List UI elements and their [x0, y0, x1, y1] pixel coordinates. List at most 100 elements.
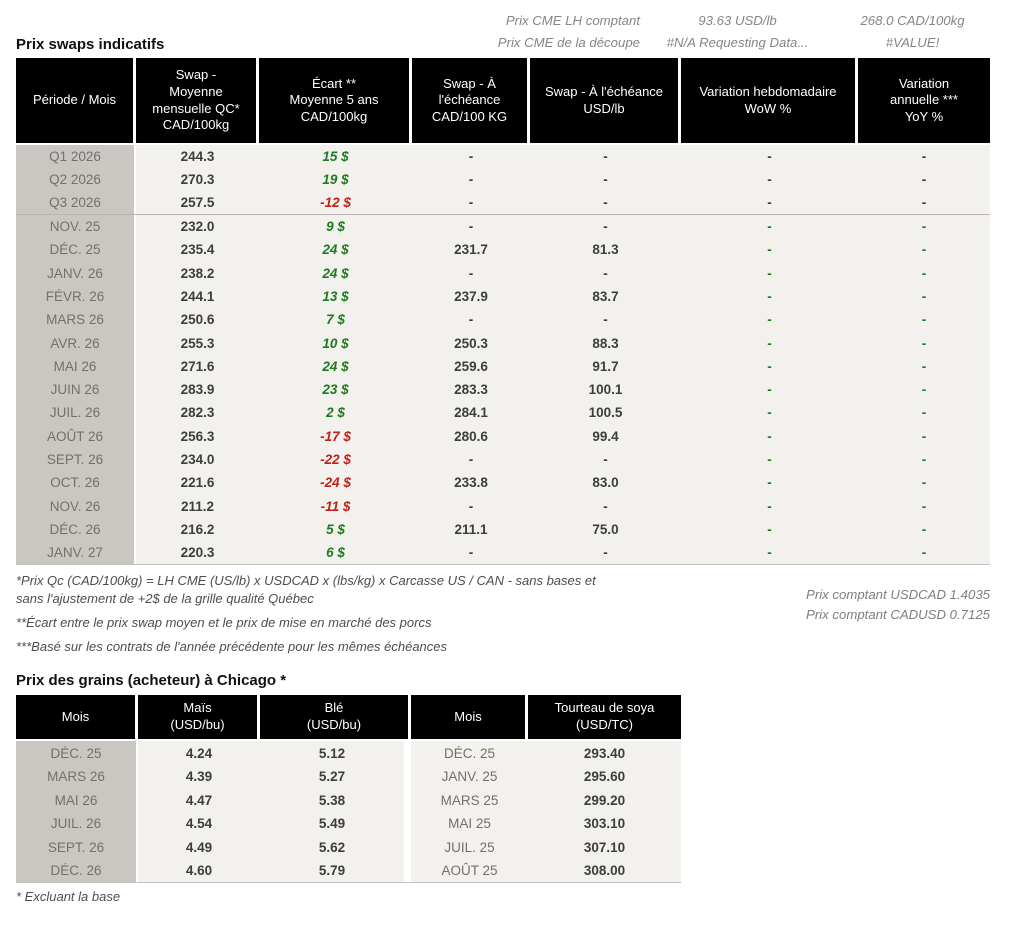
cell: 4.24: [138, 741, 260, 765]
cell: 244.1: [136, 284, 259, 309]
cell: 100.5: [530, 401, 681, 425]
cell: -: [858, 191, 990, 214]
cell: 4.39: [138, 764, 260, 789]
cell: -: [681, 377, 858, 402]
cell: -: [412, 168, 530, 192]
table-row: Q2 2026 270.3 19 $ - - - -: [16, 168, 990, 192]
column-header-corn: Maïs (USD/bu): [138, 695, 260, 740]
footnote-price-formula: *Prix Qc (CAD/100kg) = LH CME (US/lb) x …: [16, 573, 596, 607]
cell: 99.4: [530, 424, 681, 448]
cme-lh-spot-label: Prix CME LH comptant: [505, 13, 640, 28]
cell: DÉC. 25: [16, 741, 138, 765]
cell: -: [858, 214, 990, 239]
column-header-period: Période / Mois: [16, 58, 136, 143]
cell: JUIL. 26: [16, 401, 136, 425]
column-header-month-left: Mois: [16, 695, 138, 740]
cell: 220.3: [136, 541, 259, 565]
cell: 4.60: [138, 858, 260, 883]
table-row: DÉC. 26 4.60 5.79 AOÛT 25 308.00: [16, 858, 681, 883]
swaps-table-title: Prix swaps indicatifs: [16, 36, 165, 53]
cell: 211.1: [412, 517, 530, 542]
cell: 283.3: [412, 377, 530, 402]
cell: 271.6: [136, 354, 259, 378]
cell: -: [681, 308, 858, 332]
footnote-base-exclusion: * Excluant la base: [16, 889, 121, 905]
table-row: SEPT. 26 4.49 5.62 JUIL. 25 307.10: [16, 835, 681, 859]
cell: -: [681, 331, 858, 355]
cell: Q3 2026: [16, 191, 136, 214]
cell: -: [858, 517, 990, 542]
grains-table-body: DÉC. 25 4.24 5.12 DÉC. 25 293.40 MARS 26 4.39 5…: [16, 741, 681, 884]
pork-swaps-report: Prix swaps indicatifs Prix CME LH compta…: [0, 10, 1024, 904]
cell: 231.7: [412, 238, 530, 262]
cell: 9 $: [259, 214, 412, 239]
cell: MARS 26: [16, 764, 138, 789]
cell: -: [681, 401, 858, 425]
cell: -: [681, 284, 858, 309]
cell: JUIN 26: [16, 377, 136, 402]
cell: MAI 26: [16, 354, 136, 378]
cme-spot-row: Prix CME LH comptant 93.63 USD/lb 268.0 …: [470, 10, 990, 32]
cell: -: [681, 145, 858, 169]
cell: -: [858, 145, 990, 169]
cell: 4.49: [138, 835, 260, 859]
table-row: DÉC. 25 235.4 24 $231.7 81.3- -: [16, 238, 990, 262]
cell: 237.9: [412, 284, 530, 309]
cell: 299.20: [528, 788, 681, 812]
grains-table-title: Prix des grains (acheteur) à Chicago *: [16, 672, 287, 690]
footnotes: *Prix Qc (CAD/100kg) = LH CME (US/lb) x …: [16, 572, 706, 656]
cell: 24 $: [259, 261, 412, 285]
cell: 295.60: [528, 764, 681, 789]
cell: Q1 2026: [16, 145, 136, 169]
column-header-swap-usd: Swap - À l'échéance USD/lb: [530, 58, 681, 143]
cell: SEPT. 26: [16, 835, 138, 859]
cell: -: [858, 168, 990, 192]
table-row: Q3 2026 257.5 -12 $ - - - -: [16, 191, 990, 215]
table-row: MARS 26 250.6 7 $ - - - -: [16, 308, 990, 332]
cell: 256.3: [136, 424, 259, 448]
cell: -: [681, 214, 858, 239]
cell: OCT. 26: [16, 471, 136, 495]
cell: 5.27: [260, 764, 411, 789]
cell: AOÛT 26: [16, 424, 136, 448]
cell: -: [681, 191, 858, 214]
table-row: MARS 26 4.39 5.27 JANV. 25 295.60: [16, 764, 681, 789]
cell: AOÛT 25: [411, 858, 528, 883]
cell: -: [530, 494, 681, 518]
cell: -: [858, 541, 990, 565]
cell: NOV. 25: [16, 214, 136, 239]
swaps-table-body: Q1 2026 244.3 15 $ - - - - Q2 2026 270.3 19 $ - - - -…: [16, 145, 990, 566]
cell: DÉC. 26: [16, 517, 136, 542]
cell: -22 $: [259, 447, 412, 472]
table-row: JANV. 26 238.2 24 $ - - - -: [16, 261, 990, 285]
cme-cutout-row: Prix CME de la découpe #N/A Requesting D…: [470, 32, 990, 54]
cell: -: [530, 308, 681, 332]
cell: DÉC. 25: [411, 741, 528, 765]
notes-section: *Prix Qc (CAD/100kg) = LH CME (US/lb) x …: [16, 572, 990, 656]
cell: 5.79: [260, 858, 411, 883]
cell: -: [412, 214, 530, 239]
cell: -12 $: [259, 191, 412, 214]
cell: -: [681, 354, 858, 378]
cell: 255.3: [136, 331, 259, 355]
column-header-soymeal: Tourteau de soya (USD/TC): [528, 695, 681, 740]
cell: -: [530, 447, 681, 472]
cell: 13 $: [259, 284, 412, 309]
footnote-ecart: **Écart entre le prix swap moyen et le p…: [16, 615, 432, 631]
cell: 259.6: [412, 354, 530, 378]
cme-spot-info: Prix CME LH comptant 93.63 USD/lb 268.0 …: [470, 10, 990, 54]
cell: DÉC. 25: [16, 238, 136, 262]
grains-table: Mois Maïs (USD/bu) Blé (USD/bu) Mois Tou…: [16, 695, 681, 884]
cell: 238.2: [136, 261, 259, 285]
cell: 4.54: [138, 811, 260, 836]
cell: 5.49: [260, 811, 411, 836]
cell: 250.6: [136, 308, 259, 332]
cell: -: [412, 308, 530, 332]
cell: -: [858, 424, 990, 448]
cell: -: [530, 261, 681, 285]
cell: 81.3: [530, 238, 681, 262]
cell: JANV. 25: [411, 764, 528, 789]
column-header-wow: Variation hebdomadaire WoW %: [681, 58, 858, 143]
cell: 307.10: [528, 835, 681, 859]
fx-usdcad: Prix comptant USDCAD 1.4035: [806, 587, 990, 603]
